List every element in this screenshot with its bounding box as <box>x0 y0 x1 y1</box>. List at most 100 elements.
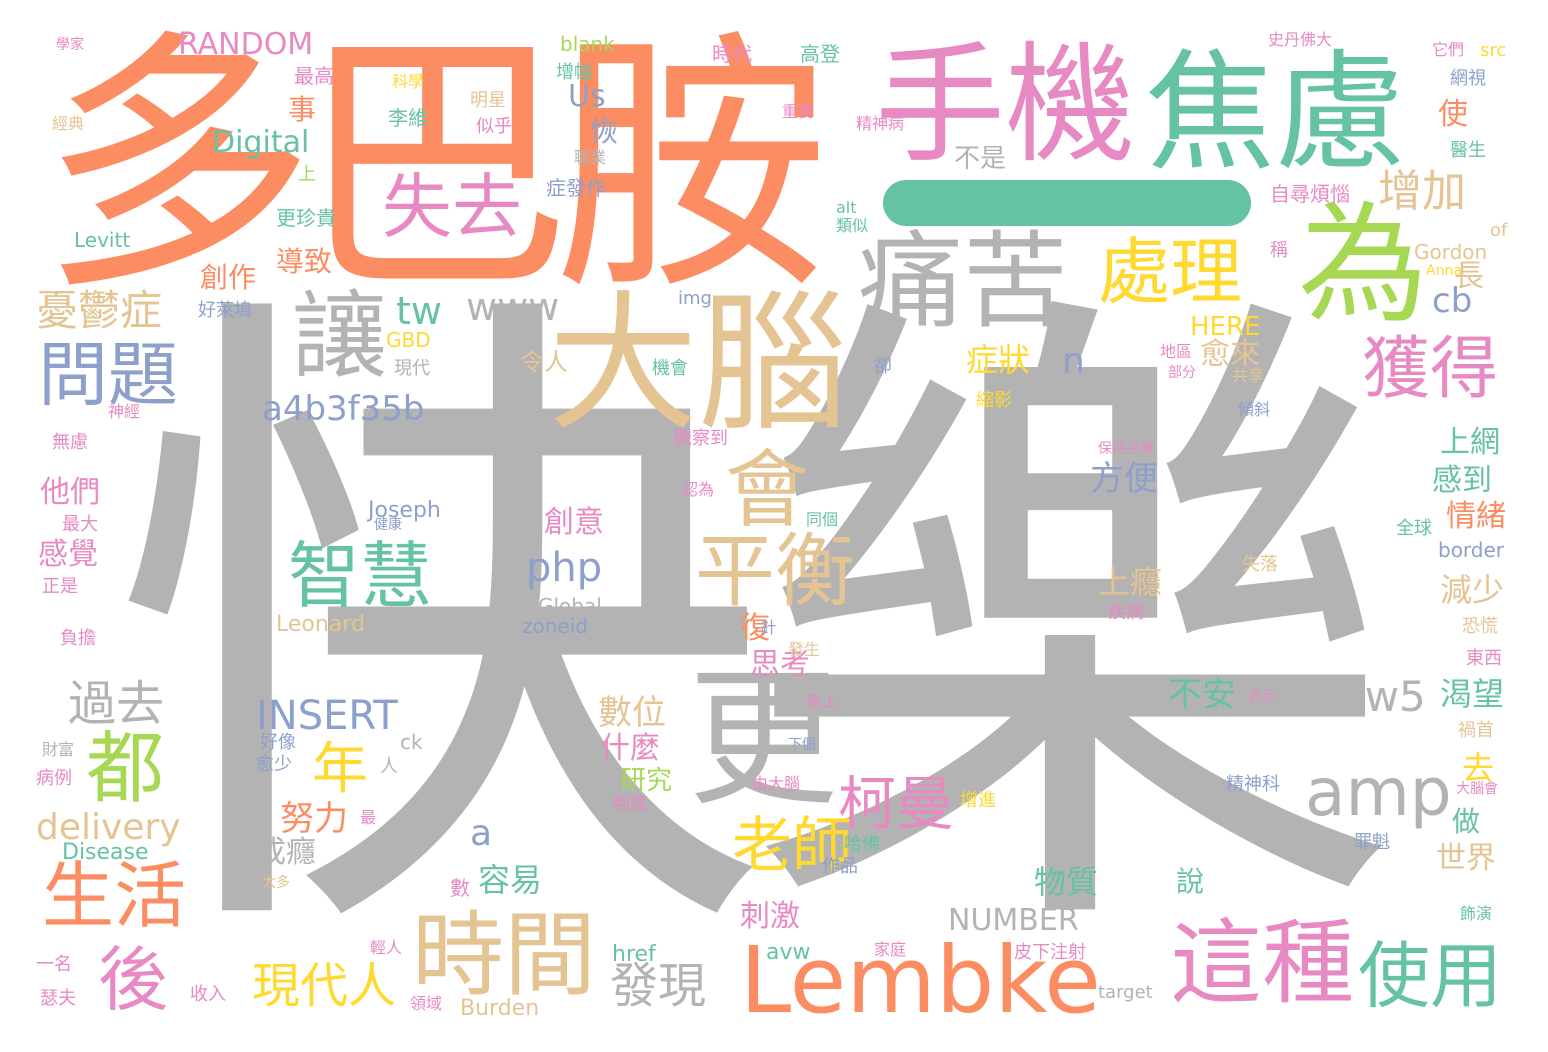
word-levitt-zh: 李維 <box>388 106 428 130</box>
word-what: 什麼 <box>600 731 660 766</box>
word-discover: 發現 <box>610 958 707 1014</box>
word-more-and-more: 愈來 <box>1200 337 1260 372</box>
word-img: img <box>678 288 712 309</box>
word-thing: 事 <box>288 93 317 126</box>
word-balance: 平衡 <box>695 525 855 618</box>
word-think-zh: 認為 <box>682 480 715 499</box>
word-zoneid: zoneid <box>522 614 588 638</box>
word-anxiety: 焦慮 <box>1145 37 1406 189</box>
word-field: 領域 <box>410 994 443 1013</box>
word-burden: Burden <box>460 996 540 1021</box>
word-works: 作品 <box>822 856 858 877</box>
word-long: 長 <box>1454 259 1484 294</box>
word-stanford: 史丹佛大 <box>1268 30 1333 49</box>
word-emotion: 情緒 <box>1446 499 1506 534</box>
green-bar-shape <box>883 180 1251 226</box>
word-digital: Digital <box>212 125 310 160</box>
word-use: 使用 <box>1358 934 1503 1018</box>
word-highest: 最高 <box>294 64 334 88</box>
word-brain-will: 大腦會 <box>1456 781 1498 797</box>
word-they-it: 它們 <box>1432 40 1465 59</box>
word-past: 過去 <box>68 676 165 732</box>
word-cb: cb <box>1432 281 1473 321</box>
word-reduce: 減少 <box>1440 571 1505 609</box>
word-www: www <box>466 285 560 329</box>
word-blank: blank <box>560 32 615 56</box>
word-hui: 會 <box>725 441 810 539</box>
word-modern-people: 現代人 <box>252 958 397 1014</box>
word-keep-balance: 保持平衡 <box>1098 441 1154 457</box>
word-delivery: delivery <box>36 807 181 848</box>
word-hou: 後 <box>98 939 168 1021</box>
word-unease: 不安 <box>1168 675 1236 715</box>
word-addicted: 成癮 <box>256 835 316 870</box>
word-family: 家庭 <box>874 940 907 959</box>
word-joseph-zh: 瑟夫 <box>40 988 76 1009</box>
word-life: 生活 <box>42 854 187 938</box>
word-classic: 經典 <box>52 114 85 133</box>
word-illness: 疾病 <box>1108 602 1144 623</box>
word-less: 愈少 <box>256 754 292 775</box>
word-number: NUMBER <box>948 903 1079 938</box>
word-similar: 類似 <box>836 216 869 235</box>
word-php: php <box>526 545 603 591</box>
word-wei: 為 <box>1298 189 1429 341</box>
word-pain: 痛苦 <box>858 221 1069 343</box>
word-gordon: Gordon <box>1414 240 1488 264</box>
word-insert: INSERT <box>256 693 398 739</box>
word-part: 部分 <box>1168 365 1196 381</box>
word-technews: technews <box>862 675 1054 721</box>
word-symptom: 症狀 <box>966 341 1031 379</box>
word-rang: 讓 <box>292 282 388 392</box>
word-same: 同個 <box>806 510 839 529</box>
word-chief: 罪魁 <box>1354 832 1390 853</box>
word-feeling: 感覺 <box>38 537 98 572</box>
word-avw: avw <box>766 940 811 965</box>
word-feel: 感到 <box>1432 463 1492 498</box>
word-increase-rate: 增幅 <box>556 62 592 83</box>
word-obtain: 獲得 <box>1362 330 1499 409</box>
word-fu: 復 <box>740 611 770 646</box>
word-phone: 手機 <box>875 29 1136 181</box>
word-case: 病例 <box>36 768 72 789</box>
word-attack: 症發作 <box>546 176 606 200</box>
word-play-role: 飾演 <box>1460 904 1493 923</box>
word-income: 收入 <box>190 984 226 1005</box>
word-disease: Disease <box>62 840 149 865</box>
word-modern: 現代 <box>394 358 430 379</box>
word-lose: 失去 <box>382 166 522 248</box>
word-count: 數 <box>450 876 470 900</box>
word-happen: 發生 <box>788 640 821 659</box>
word-seems: 好像 <box>260 732 296 753</box>
word-www5: www5 <box>1296 672 1426 721</box>
word-digital-zh: 數位 <box>598 693 666 733</box>
word-person: 人 <box>380 756 398 777</box>
word-keman: 柯曼 <box>838 770 955 838</box>
word-levitt: Levitt <box>74 228 131 252</box>
word-src: src <box>1480 40 1507 61</box>
word-star: 明星 <box>470 90 506 111</box>
word-psychiatry: 精神科 <box>1226 774 1280 795</box>
word-href: href <box>612 942 656 967</box>
word-panic: 恐慌 <box>1462 616 1498 637</box>
word-epitome: 縮影 <box>976 390 1012 411</box>
word-research: 研究 <box>620 766 673 796</box>
word-increase: 增加 <box>1378 166 1466 217</box>
word-scholar: 學家 <box>56 37 84 53</box>
word-addiction: 上癮 <box>1098 563 1163 601</box>
word-they: 他們 <box>40 475 100 510</box>
word-geng: 更 <box>688 653 839 827</box>
word-profession: 職業 <box>574 148 607 167</box>
word-carefree: 無慮 <box>52 432 88 453</box>
word-hui-recover: 恢 <box>590 115 619 148</box>
word-teacher: 老師 <box>732 811 852 881</box>
word-create: 創作 <box>200 261 257 294</box>
word-health: 健康 <box>374 517 402 533</box>
word-handle: 處理 <box>1098 230 1243 314</box>
word-by-brain: 由大腦 <box>752 774 801 793</box>
word-substance: 物質 <box>1034 863 1099 901</box>
word-year: 年 <box>312 737 368 802</box>
word-online: 上網 <box>1440 425 1500 460</box>
word-burden-zh: 負擔 <box>60 628 96 649</box>
word-crave: 渴望 <box>1440 675 1505 713</box>
